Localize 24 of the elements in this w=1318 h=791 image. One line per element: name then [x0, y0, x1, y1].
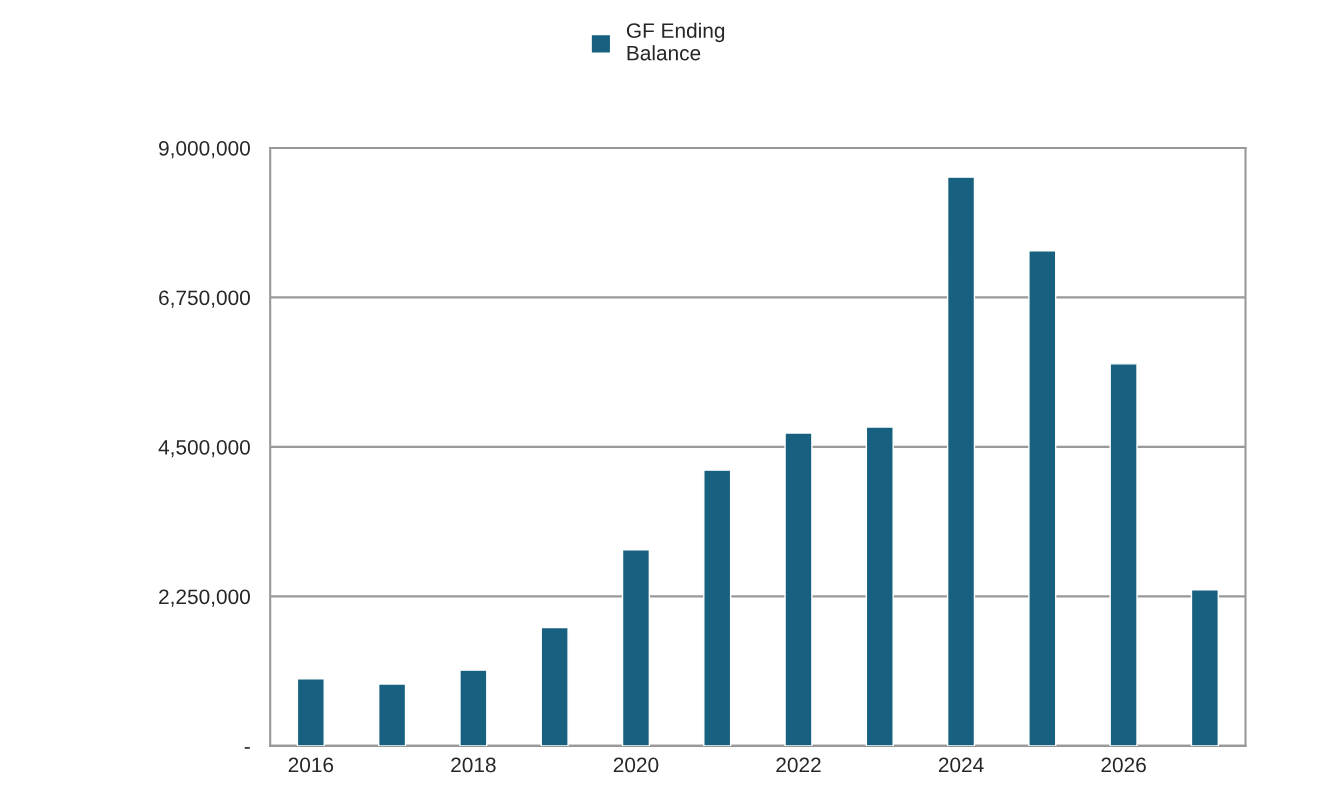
x-tick-label: 2026 [1101, 757, 1146, 773]
bar [1190, 589, 1219, 746]
x-tick-label: 2024 [938, 757, 984, 773]
x-tick-label: 2018 [451, 757, 496, 773]
y-tick-label: 2,250,000 [159, 589, 250, 607]
legend-label: GF Ending Balance [626, 22, 725, 61]
bar [865, 426, 894, 746]
bar [459, 669, 488, 746]
bar [946, 176, 976, 746]
y-tick-label: - [244, 747, 250, 749]
bar [703, 469, 732, 746]
bar [377, 683, 407, 746]
x-tick-label: 2016 [288, 757, 334, 773]
bar [621, 549, 651, 746]
bar [1109, 363, 1138, 746]
bar [296, 678, 325, 746]
y-tick-label: 4,500,000 [158, 439, 250, 458]
bar [540, 626, 569, 746]
y-tick-label: 9,000,000 [159, 140, 250, 159]
bar [1028, 250, 1057, 746]
bar [784, 432, 813, 746]
y-tick-label: 6,750,000 [159, 290, 250, 308]
x-tick-label: 2020 [613, 757, 659, 773]
x-tick-label: 2022 [776, 757, 821, 773]
